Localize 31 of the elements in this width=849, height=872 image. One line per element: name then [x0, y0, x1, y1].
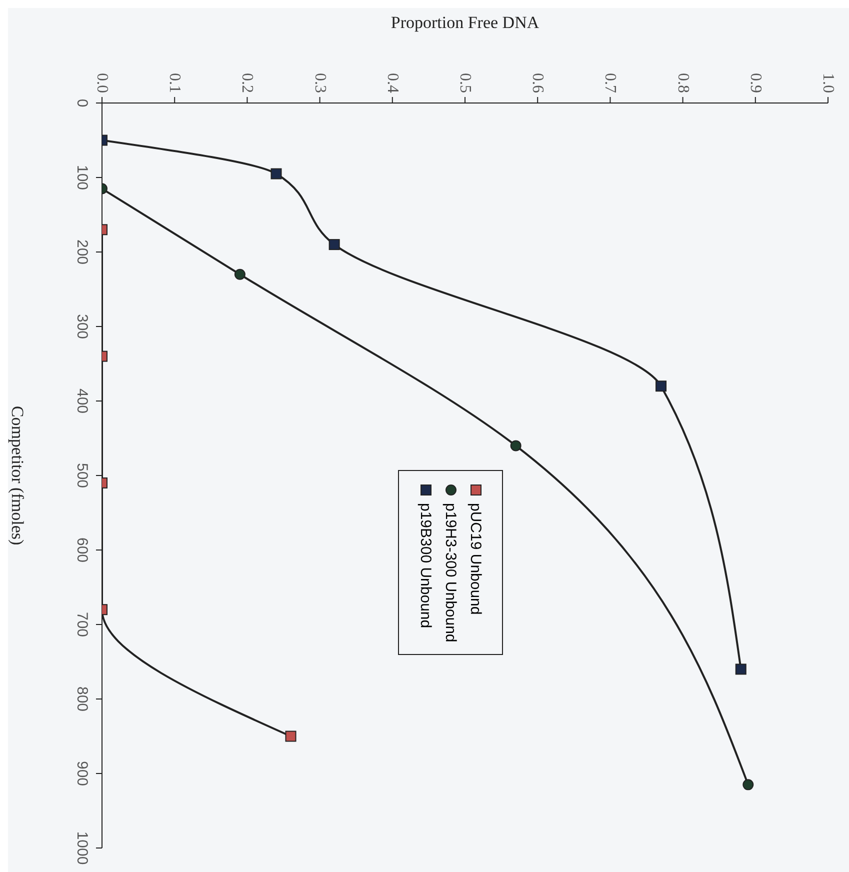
legend-label: pUC19 Unbound [467, 503, 484, 615]
x-axis-title: Proportion Free DNA [390, 13, 540, 32]
x-tick-label: 0.1 [166, 73, 184, 93]
y-tick-label: 400 [74, 388, 90, 414]
point [742, 779, 754, 790]
y-tick-label: 100 [74, 164, 90, 190]
y-tick-label: 800 [74, 686, 90, 712]
x-tick-label: 1.0 [820, 73, 836, 93]
y-tick-label: 700 [74, 612, 90, 638]
y-tick-label: 200 [74, 239, 90, 265]
point [510, 440, 522, 452]
x-tick-label: 0.0 [94, 73, 110, 93]
x-tick-label: 0.2 [238, 73, 256, 93]
y-tick-label: 500 [74, 462, 90, 488]
x-tick-label: 0.9 [746, 73, 764, 93]
y-tick-label: 1000 [74, 831, 90, 865]
legend-label: p19H3-300 Unbound [442, 503, 459, 642]
y-tick-label: 900 [74, 760, 90, 786]
x-tick-label: 0.8 [674, 73, 692, 93]
y-axis-title: Competitor (fmoles) [8, 406, 27, 546]
x-tick-label: 0.3 [311, 73, 328, 93]
point [735, 664, 746, 675]
y-tick-label: 0 [74, 98, 90, 108]
y-tick-label: 600 [74, 537, 90, 563]
y-tick-label: 300 [74, 314, 90, 340]
x-tick-label: 0.6 [529, 73, 546, 93]
x-tick-label: 0.4 [384, 73, 401, 93]
point [656, 380, 667, 392]
x-tick-label: 0.7 [602, 73, 619, 93]
x-tick-label: 0.5 [456, 73, 474, 93]
legend-label: p19B300 Unbound [417, 503, 434, 628]
